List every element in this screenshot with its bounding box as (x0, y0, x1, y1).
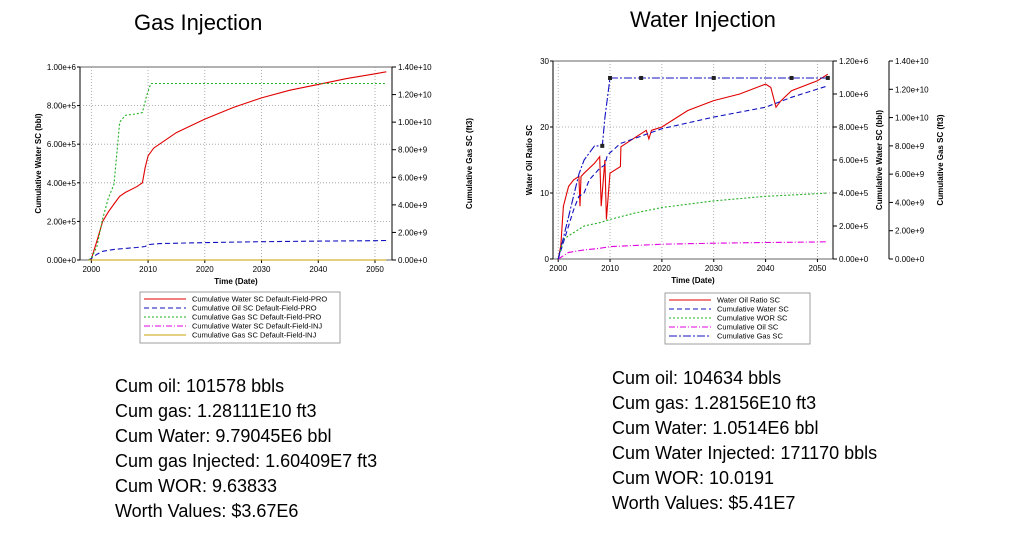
x-tick-label: 2020 (196, 265, 214, 274)
y-tick-label: 2.00e+9 (398, 228, 428, 237)
stat-line: Cum oil: 101578 bbls (115, 376, 285, 396)
legend-entry: Cumulative Water SC Default-Field-INJ (192, 322, 322, 331)
legend-entry: Cumulative Gas SC Default-Field-PRO (192, 313, 321, 322)
series-marker (639, 75, 644, 80)
right-axis-title: Cumulative Gas SC (ft3) (465, 118, 474, 209)
y-tick-label: 6.00e+5 (839, 156, 869, 165)
series-marker (825, 75, 830, 80)
x-tick-label: 2030 (705, 264, 723, 273)
stat-line: Cum Water Injected: 171170 bbls (612, 443, 878, 463)
y-tick-label: 0 (545, 255, 550, 264)
legend-entry: Water Oil Ratio SC (717, 296, 781, 305)
stat-line: Cum oil: 104634 bbls (612, 368, 782, 388)
legend-entry: Cumulative Gas SC (717, 332, 783, 341)
y-tick-label: 0.00e+0 (839, 255, 869, 264)
y-tick-label: 1.00e+10 (895, 114, 929, 123)
x-tick-label: 2020 (653, 264, 671, 273)
x-tick-label: 2010 (139, 265, 157, 274)
y-tick-label: 2.00e+5 (839, 222, 869, 231)
series-line (557, 241, 828, 260)
y-tick-label: 1.00e+6 (47, 63, 77, 72)
x-tick-label: 2040 (757, 264, 775, 273)
stat-line: Cum Water: 1.0514E6 bbl (612, 418, 819, 438)
series-line (88, 71, 387, 261)
y-tick-label: 8.00e+9 (398, 146, 428, 155)
x-tick-label: 2010 (601, 264, 619, 273)
series-line (88, 239, 387, 261)
series-line (557, 77, 828, 260)
y-tick-label: 8.00e+9 (895, 142, 925, 151)
x-tick-label: 2050 (809, 264, 827, 273)
y-tick-label: 2.00e+9 (895, 227, 925, 236)
y-tick-label: 4.00e+9 (398, 201, 428, 210)
series-line (557, 192, 828, 260)
stat-line: Worth Values: $5.41E7 (612, 493, 796, 513)
x-tick-label: 2050 (366, 265, 384, 274)
legend-entry: Cumulative Water SC Default-Field-PRO (192, 295, 327, 304)
y-tick-label: 10 (540, 189, 549, 198)
y-tick-label: 30 (540, 57, 549, 66)
x-tick-label: 2040 (309, 265, 327, 274)
gas-injection-stats: Cum oil: 101578 bbls Cum gas: 1.28111E10… (115, 374, 377, 524)
stat-line: Cum gas: 1.28111E10 ft3 (115, 401, 317, 421)
series-marker (600, 143, 605, 148)
y-tick-label: 0.00e+0 (47, 256, 77, 265)
y-tick-label: 6.00e+5 (47, 140, 77, 149)
y-tick-label: 6.00e+9 (895, 170, 925, 179)
gas-injection-chart: 2000 2010 2020 2030 2040 2050 Time (Date) 0.00e… (34, 63, 474, 344)
y-tick-label: 20 (540, 123, 549, 132)
water-injection-stats: Cum oil: 104634 bbls Cum gas: 1.28156E10… (612, 366, 877, 516)
right-axis-title: Cumulative Water SC (bbl) (875, 110, 884, 210)
legend-entry: Cumulative Oil SC (717, 323, 779, 332)
left-axis-title: Water Oil Ratio SC (525, 125, 534, 196)
legend-entry: Cumulative Oil SC Default-Field-PRO (192, 304, 317, 313)
series-marker (789, 75, 794, 80)
y-tick-label: 1.00e+10 (398, 118, 432, 127)
y-tick-label: 1.20e+10 (398, 91, 432, 100)
left-chart-heading: Gas Injection (134, 10, 263, 35)
stat-line: Worth Values: $3.67E6 (115, 501, 299, 521)
y-tick-label: 1.20e+10 (895, 85, 929, 94)
stat-line: Cum WOR: 10.0191 (612, 468, 775, 488)
x-axis-title: Time (Date) (214, 277, 258, 286)
x-axis-title: Time (Date) (671, 276, 715, 285)
y-tick-label: 8.00e+5 (47, 102, 77, 111)
stat-line: Cum WOR: 9.63833 (115, 476, 278, 496)
stat-line: Cum Water: 9.79045E6 bbl (115, 426, 332, 446)
y-tick-label: 1.00e+6 (839, 90, 869, 99)
y-tick-label: 0.00e+0 (398, 256, 428, 265)
series-marker (711, 75, 716, 80)
y-tick-label: 1.20e+6 (839, 57, 869, 66)
y-tick-label: 1.40e+10 (895, 57, 929, 66)
stat-line: Cum gas: 1.28156E10 ft3 (612, 393, 817, 413)
stat-line: Cum gas Injected: 1.60409E7 ft3 (115, 451, 378, 471)
left-axis-title: Cumulative Water SC (bbl) (34, 113, 43, 213)
right-axis-title: Cumulative Gas SC (ft3) (936, 114, 945, 205)
series-line (88, 82, 387, 261)
x-tick-label: 2030 (253, 265, 271, 274)
y-tick-label: 4.00e+5 (839, 189, 869, 198)
plot-area (79, 66, 393, 261)
y-tick-label: 4.00e+5 (47, 179, 77, 188)
series-line (557, 85, 828, 260)
y-tick-label: 2.00e+5 (47, 217, 77, 226)
series-line (557, 73, 829, 260)
right-chart-heading: Water Injection (630, 7, 776, 32)
legend-entry: Cumulative Water SC (717, 305, 789, 314)
legend-entry: Cumulative WOR SC (717, 314, 788, 323)
legend-entry: Cumulative Gas SC Default-Field-INJ (192, 331, 316, 340)
y-tick-label: 4.00e+9 (895, 198, 925, 207)
x-tick-label: 2000 (82, 265, 100, 274)
y-tick-label: 0.00e+0 (895, 255, 925, 264)
x-tick-label: 2000 (549, 264, 567, 273)
y-tick-label: 6.00e+9 (398, 173, 428, 182)
y-tick-label: 8.00e+5 (839, 123, 869, 132)
series-marker (608, 75, 613, 80)
y-tick-label: 1.40e+10 (398, 63, 432, 72)
